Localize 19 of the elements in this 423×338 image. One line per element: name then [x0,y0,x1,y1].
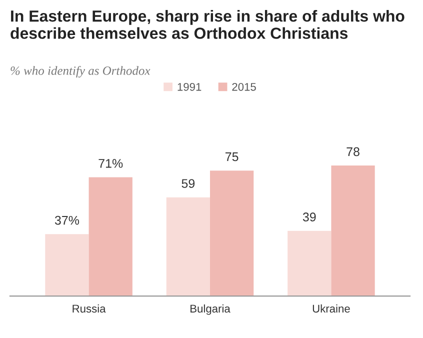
x-tick-label: Bulgaria [190,304,230,315]
data-label: 71% [98,159,123,168]
data-label: 37% [54,216,80,225]
chart-subtitle: % who identify as Orthodox [10,66,150,78]
legend-label: 2015 [232,82,256,91]
bar [288,230,332,296]
data-label: 75 [226,152,238,162]
data-label: 39 [302,212,316,222]
data-label: 78 [346,147,360,156]
x-tick-label: Russia [72,304,106,313]
x-tick-label: Ukraine [312,304,350,313]
legend-label: 1991 [178,82,202,91]
chart-title: In Eastern Europe, sharp rise in share of adults who describe themselves as Orthodox Christians [10,10,404,39]
bar [166,197,210,296]
bar [210,170,254,296]
bar [88,177,132,296]
data-label: 59 [182,179,195,188]
bar [331,166,375,296]
bar [45,234,89,296]
